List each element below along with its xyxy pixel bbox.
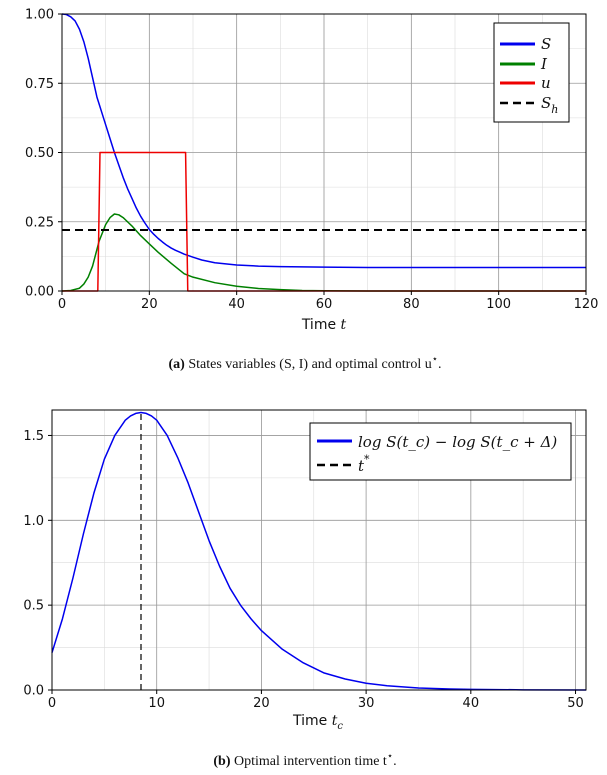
panel-a-legend-box	[493, 22, 570, 123]
y-tick-label: 0.25	[25, 215, 54, 230]
series-s	[61, 13, 586, 269]
panel-b-caption: (b) Optimal intervention time t⋆.	[213, 751, 396, 769]
y-tick-label: 1.00	[25, 8, 54, 23]
x-tick-label: 40	[463, 696, 480, 711]
legend-label-u: u	[541, 74, 551, 92]
x-tick-label: 40	[228, 297, 245, 312]
legend-label-Sh: Sh	[541, 94, 558, 116]
x-tick-label: 50	[567, 696, 584, 711]
panel-b-legend-box	[309, 422, 572, 481]
y-tick-label: 1.0	[23, 514, 44, 529]
x-tick-label: 60	[316, 297, 333, 312]
x-tick-label: 80	[403, 297, 420, 312]
x-tick-label: 20	[141, 297, 158, 312]
legend-label-tstar: t*	[358, 453, 370, 475]
panel-b-xlabel: Time tc	[292, 713, 343, 732]
legend-label-logS: log S(t_c) − log S(t_c + Δ)	[358, 433, 557, 451]
panel-b: 0 10 20 30 40 50 0.0 0.5 1.0 1.5 Time tc log S(t_…	[23, 409, 587, 769]
panel-a-xlabel: Time t	[301, 317, 347, 333]
y-tick-label: 0.00	[25, 285, 54, 300]
panel-b-frame	[51, 409, 587, 691]
y-tick-label: 0.5	[23, 599, 44, 614]
panel-b-ticks: 0 10 20 30 40 50 0.0 0.5 1.0 1.5	[23, 429, 583, 711]
y-tick-label: 0.0	[23, 684, 44, 699]
legend-label-I: I	[540, 55, 548, 73]
series-log-s-t-c-log-s-t-c-	[51, 411, 587, 691]
x-tick-label: 0	[48, 696, 56, 711]
y-tick-label: 0.75	[25, 77, 54, 92]
x-tick-label: 100	[486, 297, 511, 312]
x-tick-label: 10	[148, 696, 165, 711]
x-tick-label: 20	[253, 696, 270, 711]
panel-a: 0 20 40 60 80 100 120 0.00 0.25 0.50 0.75 1.00 Time…	[25, 8, 598, 373]
x-tick-label: 120	[574, 297, 599, 312]
panel-b-legend: log S(t_c) − log S(t_c + Δ) t*	[309, 422, 572, 481]
panel-a-caption: (a) States variables (S, I) and optimal …	[169, 354, 442, 372]
y-tick-label: 1.5	[23, 429, 44, 444]
panel-a-ticks: 0 20 40 60 80 100 120 0.00 0.25 0.50 0.75 1.00	[25, 8, 598, 313]
y-tick-label: 0.50	[25, 146, 54, 161]
legend-label-S: S	[541, 35, 551, 53]
x-tick-label: 0	[58, 297, 66, 312]
panel-a-legend: S I u Sh	[493, 22, 570, 123]
panel-b-series	[51, 411, 587, 691]
x-tick-label: 30	[358, 696, 375, 711]
